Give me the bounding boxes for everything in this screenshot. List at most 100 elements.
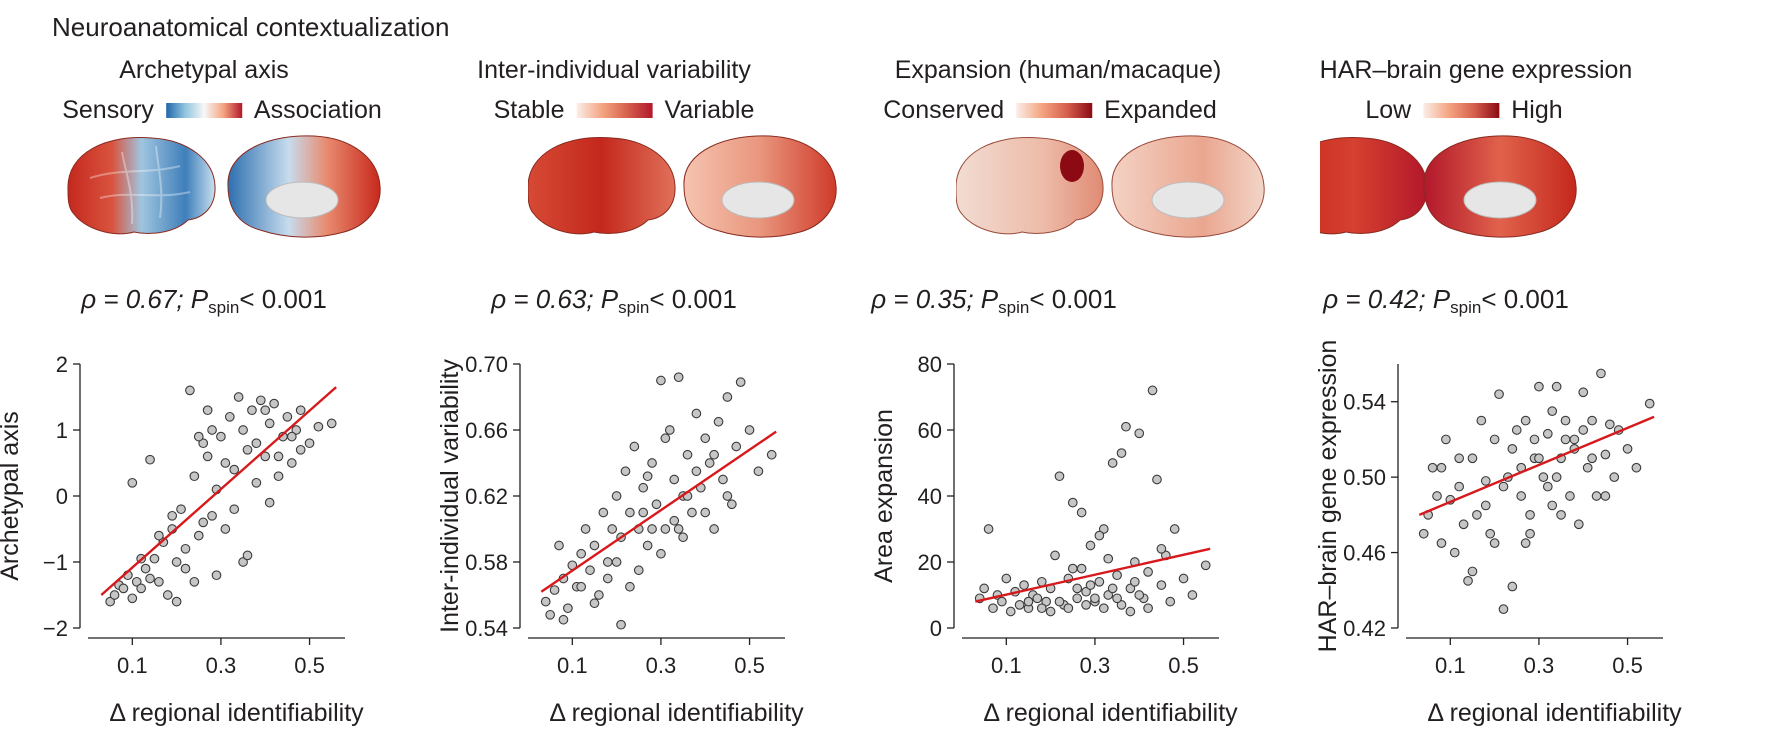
data-point xyxy=(1480,500,1491,511)
data-point xyxy=(202,451,213,462)
data-point xyxy=(255,395,266,406)
data-point xyxy=(1098,524,1109,534)
scatter-plot-har-brain-gene-expression: 0.42 0.46 0.50 0.54 0.1 0.3 0.5 Δ regional iden… xyxy=(1314,340,1682,727)
data-point xyxy=(1507,581,1518,592)
regression-line xyxy=(540,430,777,593)
data-point xyxy=(1103,553,1114,564)
data-point xyxy=(269,398,279,409)
data-point xyxy=(1067,497,1078,508)
data-point xyxy=(211,570,222,581)
data-point xyxy=(1542,428,1553,439)
data-point xyxy=(1547,406,1558,416)
data-point xyxy=(1156,580,1167,590)
data-point xyxy=(545,609,556,620)
data-point xyxy=(1547,500,1558,511)
data-point xyxy=(1129,576,1140,587)
p-value: < 0.001 xyxy=(649,284,737,314)
data-point xyxy=(1041,596,1052,607)
data-point xyxy=(1534,381,1544,392)
x-tick-label: 0.3 xyxy=(646,653,677,678)
data-point xyxy=(216,431,226,442)
legend-high-label: Variable xyxy=(664,96,755,124)
data-point xyxy=(220,524,231,534)
data-point xyxy=(1121,421,1131,432)
y-tick-label: 2 xyxy=(56,352,68,377)
p-subscript: spin xyxy=(618,298,650,317)
x-axis-label: Δ regional identifiability xyxy=(983,699,1238,727)
data-point xyxy=(704,458,715,468)
data-point xyxy=(273,471,284,482)
data-point xyxy=(180,563,191,574)
data-point xyxy=(669,474,680,485)
lateral-brain xyxy=(67,136,216,235)
rho-text: ρ = 0.35; xyxy=(871,284,981,314)
data-point xyxy=(1551,472,1562,482)
data-point xyxy=(1134,590,1145,600)
data-point xyxy=(286,458,297,468)
data-point xyxy=(1023,596,1034,607)
rho-text: ρ = 0.42; xyxy=(1323,284,1433,314)
rho-text: ρ = 0.67; xyxy=(81,284,191,314)
data-point xyxy=(1631,462,1642,473)
p-value: < 0.001 xyxy=(1481,284,1569,314)
data-point xyxy=(673,372,684,383)
brain-surface-maps xyxy=(956,135,1265,238)
data-point xyxy=(647,524,657,534)
data-point xyxy=(1054,471,1065,482)
data-point xyxy=(1489,434,1500,445)
panel-archetypal-axis: Archetypal axis Sensory Association ρ = … xyxy=(0,0,440,756)
p-symbol: P xyxy=(980,284,999,314)
data-point xyxy=(979,583,990,594)
data-point xyxy=(687,507,697,518)
x-tick-label: 0.5 xyxy=(294,653,325,678)
data-point xyxy=(1005,606,1016,617)
data-point xyxy=(273,451,284,462)
data-point xyxy=(1085,580,1096,590)
data-point xyxy=(207,425,217,435)
y-axis-label: Archetypal axis xyxy=(0,411,24,581)
data-point xyxy=(638,482,649,493)
data-point xyxy=(664,425,675,435)
y-tick-label: 0.62 xyxy=(465,484,508,509)
data-point xyxy=(189,471,200,482)
data-points xyxy=(105,385,337,607)
data-point xyxy=(1542,481,1553,492)
medial-brain xyxy=(1423,135,1577,238)
data-point xyxy=(251,477,262,488)
data-point xyxy=(207,510,217,521)
data-point xyxy=(625,507,635,518)
data-point xyxy=(1152,474,1162,485)
data-point xyxy=(229,504,240,515)
brain-surface-maps xyxy=(67,135,381,238)
data-point xyxy=(167,510,178,521)
x-axis-label: Δ regional identifiability xyxy=(1427,699,1682,727)
data-point xyxy=(1569,434,1580,445)
data-point xyxy=(1432,491,1442,501)
y-tick-label: 0.66 xyxy=(465,418,508,443)
legend-low-label: Conserved xyxy=(883,96,1005,124)
x-tick-label: 0.3 xyxy=(206,653,237,678)
data-point xyxy=(295,444,306,455)
data-point xyxy=(673,524,684,534)
data-point xyxy=(709,524,719,534)
data-point xyxy=(193,530,204,541)
x-axis-label: Δ regional identifiability xyxy=(109,699,364,727)
data-point xyxy=(656,375,666,386)
data-point xyxy=(563,603,573,614)
data-point xyxy=(1090,593,1100,604)
data-point xyxy=(149,553,160,564)
data-points xyxy=(1418,368,1655,614)
data-point xyxy=(1458,519,1469,530)
data-point xyxy=(1463,576,1473,586)
data-point xyxy=(1418,528,1429,539)
data-point xyxy=(722,392,733,402)
map-title: HAR–brain gene expression xyxy=(1319,56,1633,84)
x-tick-label: 0.3 xyxy=(1080,653,1111,678)
data-point xyxy=(731,441,742,452)
data-point xyxy=(1538,472,1549,482)
data-point xyxy=(682,449,693,460)
data-point xyxy=(1556,510,1566,520)
data-point xyxy=(118,583,129,594)
y-tick-label: 0.54 xyxy=(1343,390,1386,415)
data-point xyxy=(620,466,631,477)
